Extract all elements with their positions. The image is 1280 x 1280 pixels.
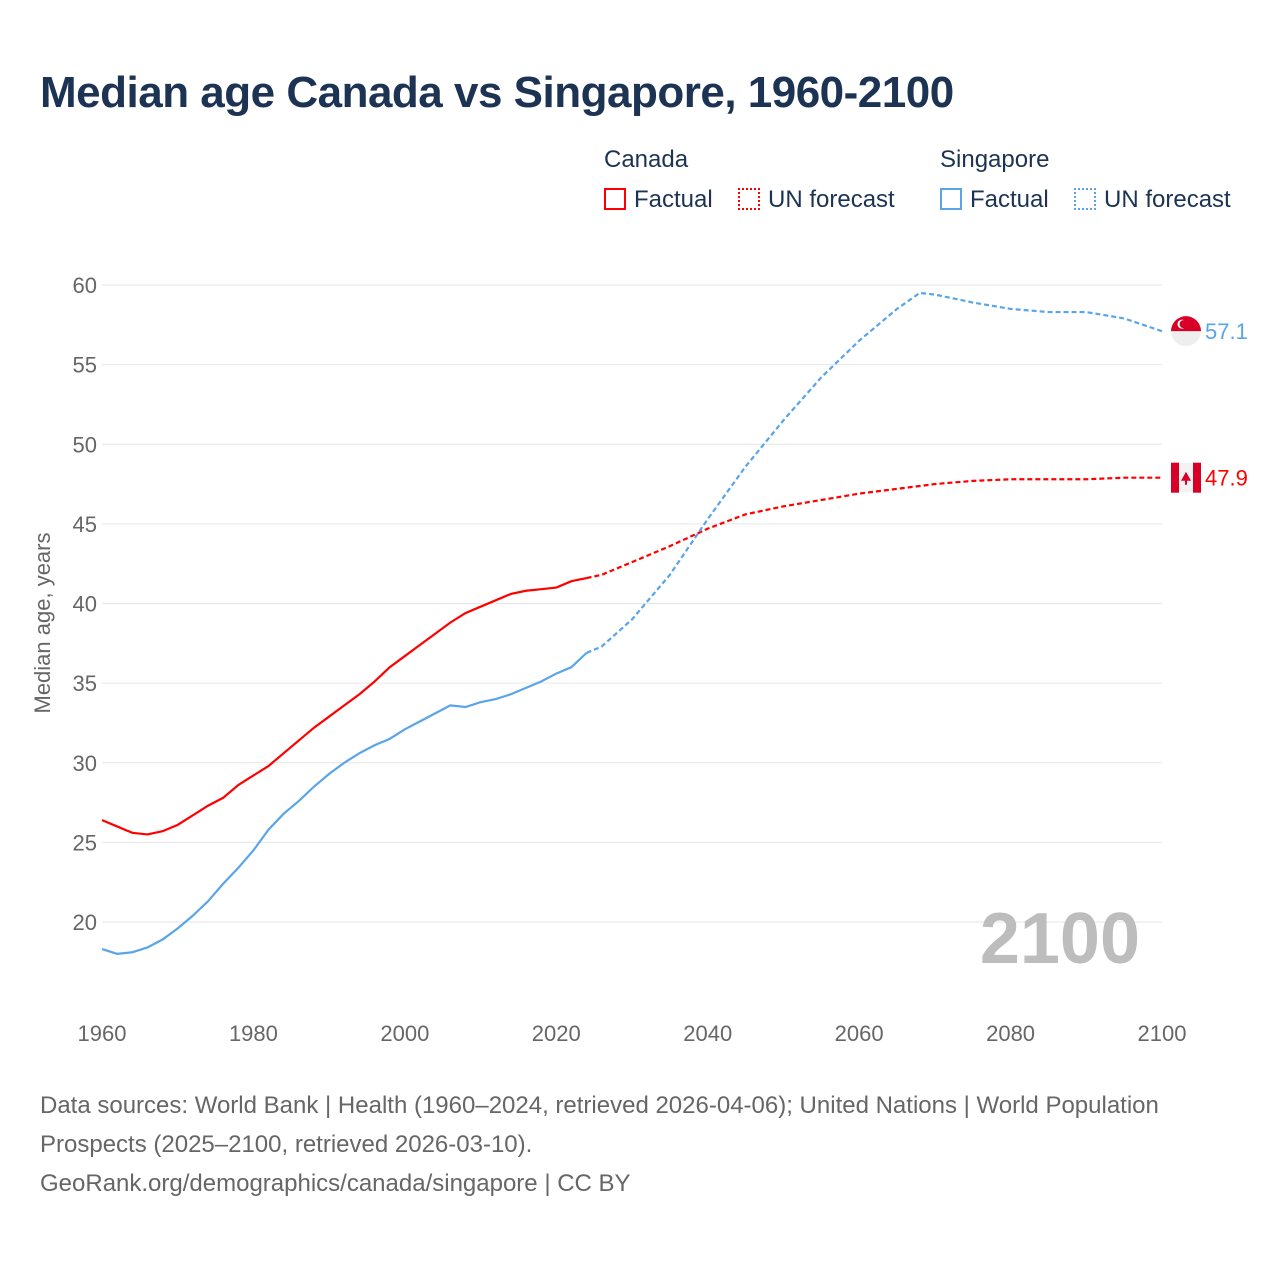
y-tick-label: 25: [73, 830, 97, 855]
x-tick-label: 1960: [78, 1021, 127, 1046]
canada-forecast-line: [586, 476, 1162, 580]
source-link[interactable]: GeoRank.org/demographics/canada/singapor…: [40, 1170, 631, 1197]
x-tick-label: 2060: [835, 1021, 884, 1046]
y-tick-label: 40: [73, 592, 97, 617]
y-tick-label: 50: [73, 432, 97, 457]
crescent-cut: [1179, 320, 1188, 329]
data-sources: Data sources: World Bank | Health (1960–…: [40, 1092, 1159, 1158]
y-tick-label: 20: [73, 910, 97, 935]
y-tick-label: 30: [73, 751, 97, 776]
flag-band: [1193, 462, 1201, 493]
canada-factual-line: [101, 576, 587, 836]
maple-leaf-icon: [1181, 471, 1191, 485]
legend-canada-forecast[interactable]: UN forecast: [738, 186, 895, 214]
legend-label: UN forecast: [768, 186, 895, 213]
legend-label: UN forecast: [1104, 186, 1231, 213]
singapore-flag-icon: [1171, 316, 1201, 347]
footer: Data sources: World Bank | Health (1960–…: [40, 1086, 1190, 1203]
canada-end-label: 47.9: [1205, 466, 1248, 491]
y-tick-label: 55: [73, 353, 97, 378]
legend-label: Factual: [634, 186, 713, 213]
chart-title: Median age Canada vs Singapore, 1960-210…: [40, 68, 954, 117]
legend-swatch-dotted: [738, 188, 760, 210]
legend-canada-factual[interactable]: Factual: [604, 186, 713, 214]
legend-swatch-solid: [604, 188, 626, 210]
singapore-factual-line: [101, 652, 588, 955]
singapore-forecast-line: [586, 291, 1163, 654]
x-tick-label: 2100: [1138, 1021, 1187, 1046]
x-tick-label: 2080: [986, 1021, 1035, 1046]
legend-label: Factual: [970, 186, 1049, 213]
legend-group-singapore-label: Singapore: [940, 146, 1050, 173]
x-tick-label: 2020: [532, 1021, 581, 1046]
line-chart: 20 25 30 35 40 45 50 55 60 1960 1980 2000 2020 2040 20…: [30, 273, 1248, 1046]
legend-swatch-dotted: [1074, 188, 1096, 210]
y-tick-label: 60: [73, 273, 97, 298]
legend-singapore-forecast[interactable]: UN forecast: [1074, 186, 1231, 214]
legend-group-canada-label: Canada: [604, 146, 689, 173]
y-tick-label: 35: [73, 671, 97, 696]
legend-singapore-factual[interactable]: Factual: [940, 186, 1049, 214]
y-axis-label: Median age, years: [30, 533, 55, 714]
singapore-end-label: 57.1: [1205, 319, 1248, 344]
x-tick-label: 1980: [229, 1021, 278, 1046]
x-tick-label: 2000: [380, 1021, 429, 1046]
flag-band: [1171, 462, 1179, 493]
year-watermark: 2100: [980, 899, 1140, 979]
canada-flag-icon: [1171, 462, 1201, 493]
legend-swatch-solid: [940, 188, 962, 210]
x-tick-label: 2040: [683, 1021, 732, 1046]
y-tick-label: 45: [73, 512, 97, 537]
